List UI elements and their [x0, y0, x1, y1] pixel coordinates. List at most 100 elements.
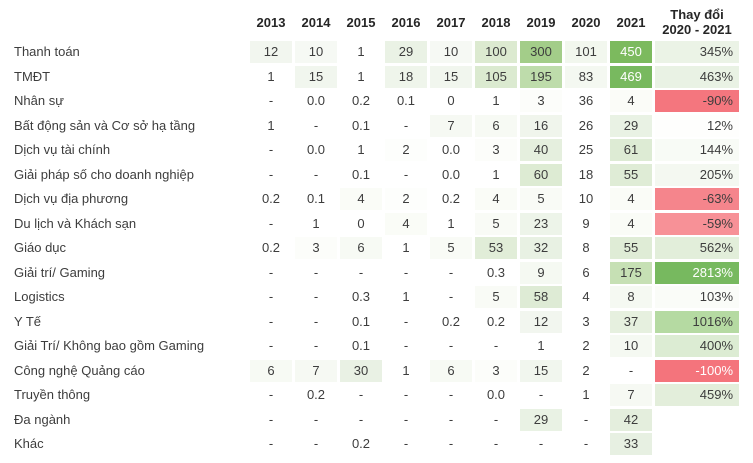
value-cell: 0.2	[351, 436, 371, 451]
value-cell: 3	[520, 90, 562, 112]
value-cell: 1	[492, 93, 500, 108]
value-cell: -	[448, 264, 454, 280]
value-cell: 6	[582, 264, 590, 280]
value-cell: -	[628, 362, 634, 378]
value-cell: 9	[520, 261, 562, 284]
value-cell: 29	[385, 41, 427, 63]
value-cell: 3	[475, 359, 517, 382]
row-label: TMĐT	[14, 68, 51, 84]
value-cell: 1	[267, 68, 275, 84]
value-cell: 2	[582, 338, 590, 353]
value-cell: 10	[430, 41, 472, 63]
year-header: 2019	[526, 14, 556, 30]
value-cell: 5	[520, 188, 562, 210]
value-cell: 0.0	[306, 93, 326, 108]
value-cell: 300	[520, 41, 562, 63]
value-cell: -	[403, 436, 409, 451]
row-label: Du lịch và Khách sạn	[14, 215, 137, 231]
value-cell: -	[493, 411, 499, 427]
value-cell: -	[403, 338, 409, 353]
value-cell: 0.1	[351, 117, 371, 133]
value-cell: 1	[357, 68, 365, 84]
value-cell: 0	[357, 215, 365, 231]
value-cell: 4	[610, 188, 652, 210]
value-cell: -	[268, 411, 274, 427]
value-cell: 2	[385, 139, 427, 161]
value-cell: -	[538, 436, 544, 451]
year-header: 2021	[616, 14, 646, 30]
value-cell: -	[358, 387, 364, 402]
value-cell: 0	[447, 93, 455, 108]
value-cell: 0.2	[351, 93, 371, 108]
change-cell: -90%	[655, 90, 739, 112]
value-cell: 15	[520, 359, 562, 382]
row-label: Nhân sự	[14, 93, 64, 108]
value-cell: 4	[582, 289, 590, 304]
change-header-line: 2020 - 2021	[662, 22, 732, 37]
value-cell: 175	[610, 261, 652, 284]
value-cell: -	[403, 117, 409, 133]
value-cell: 1	[402, 362, 410, 378]
row-label: Logistics	[14, 289, 65, 304]
year-header: 2013	[256, 14, 286, 30]
change-cell-empty	[655, 409, 739, 431]
value-cell: 12	[250, 41, 292, 63]
value-cell: 29	[610, 114, 652, 137]
row-label: Dịch vụ địa phương	[14, 191, 129, 206]
value-cell: -	[313, 313, 319, 329]
value-cell: 0.0	[486, 387, 506, 402]
value-cell: -	[268, 313, 274, 329]
value-cell: 12	[520, 310, 562, 333]
value-cell: 0.2	[441, 191, 461, 206]
value-cell: -	[313, 166, 319, 182]
year-header: 2015	[346, 14, 376, 30]
value-cell: -	[313, 117, 319, 133]
change-cell: -63%	[655, 188, 739, 210]
value-cell: -	[313, 264, 319, 280]
change-cell: 345%	[655, 41, 739, 63]
value-cell: 10	[578, 191, 594, 206]
value-cell: 18	[385, 65, 427, 88]
value-cell: 101	[565, 41, 607, 63]
value-cell: 3	[475, 139, 517, 161]
value-cell: -	[268, 142, 274, 157]
row-label: Thanh toán	[14, 44, 80, 59]
year-header: 2020	[571, 14, 601, 30]
value-cell: 8	[582, 240, 590, 255]
value-cell: 37	[610, 310, 652, 333]
value-cell: 61	[610, 139, 652, 161]
value-cell: 15	[430, 65, 472, 88]
value-cell: 60	[520, 163, 562, 186]
value-cell: -	[268, 436, 274, 451]
value-cell: -	[358, 411, 364, 427]
value-cell: 450	[610, 41, 652, 63]
value-cell: 1	[537, 338, 545, 353]
row-label: Giải trí/ Gaming	[14, 264, 106, 280]
value-cell: 1	[312, 215, 320, 231]
value-cell: 5	[475, 286, 517, 308]
value-cell: 6	[250, 359, 292, 382]
value-cell: -	[403, 411, 409, 427]
row-label: Công nghệ Quảng cáo	[14, 362, 145, 378]
value-cell: 9	[582, 215, 590, 231]
value-cell: 7	[430, 114, 472, 137]
value-cell: 6	[430, 359, 472, 382]
change-cell: 144%	[655, 139, 739, 161]
value-cell: 29	[520, 408, 562, 431]
value-cell: 0.0	[306, 142, 326, 157]
year-header: 2016	[391, 14, 421, 30]
row-label: Y Tế	[14, 313, 41, 329]
row-label: Đa ngành	[14, 411, 71, 427]
value-cell: 1	[447, 215, 455, 231]
heatmap-header-row: 2013 2014 2015 2016 2017 2018 2019 2020 2021 Thay…	[14, 6, 741, 38]
value-cell: -	[448, 411, 454, 427]
value-cell: 5	[430, 237, 472, 259]
value-cell: 32	[520, 237, 562, 259]
value-cell: 2	[582, 362, 590, 378]
row-label: Bất động sản và Cơ sở hạ tầng	[14, 117, 196, 133]
value-cell: 1	[402, 240, 410, 255]
value-cell: -	[268, 387, 274, 402]
value-cell: -	[403, 387, 409, 402]
value-cell: 0.1	[396, 93, 416, 108]
